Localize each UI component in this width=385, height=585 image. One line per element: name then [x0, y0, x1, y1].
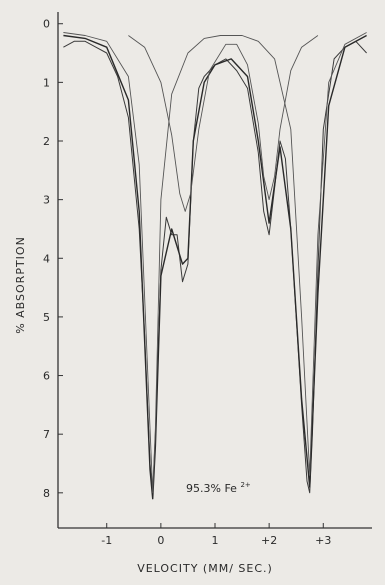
- x-tick-label: -1: [101, 534, 112, 547]
- series-fitted-envelope-line: [63, 34, 367, 500]
- annotation-label: 95.3% Fe 2+: [186, 481, 251, 495]
- x-axis-label: VELOCITY (MM/ SEC.): [137, 562, 273, 575]
- y-tick-label: 1: [43, 76, 50, 89]
- axes: [57, 12, 372, 529]
- y-tick-label: 7: [43, 428, 50, 441]
- x-tick-label: +2: [261, 534, 277, 547]
- y-tick-label: 2: [43, 135, 50, 148]
- y-tick-label: 6: [43, 370, 50, 383]
- y-tick-label: 5: [43, 311, 50, 324]
- x-tick-label: +3: [315, 534, 331, 547]
- y-tick-label: 4: [43, 252, 50, 265]
- series-component-inner-line: [128, 35, 319, 212]
- x-tick-label: 1: [212, 534, 219, 547]
- annotation-superscript: 2+: [240, 481, 250, 489]
- series-layer: [63, 32, 367, 500]
- y-axis-label: % ABSORPTION: [14, 236, 27, 334]
- x-tick-label: 0: [157, 534, 164, 547]
- y-tick-label: 8: [43, 487, 50, 500]
- series-component-outer-line: [63, 32, 367, 494]
- y-tick-label: 3: [43, 194, 50, 207]
- y-tick-label: 0: [43, 18, 50, 31]
- tick-labels: 0 1 2 3 4 5 6 7 8 -1 0 1 +2 +3: [43, 18, 331, 547]
- annotation-text: 95.3% Fe: [186, 482, 237, 495]
